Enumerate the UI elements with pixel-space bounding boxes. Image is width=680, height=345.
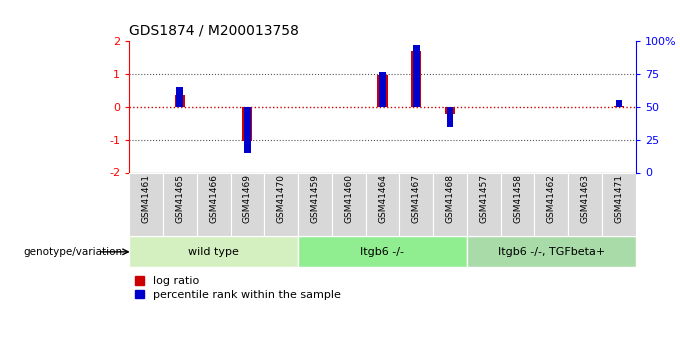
Text: GSM41459: GSM41459: [311, 175, 320, 224]
Bar: [175, 96, 185, 107]
Bar: [568, 172, 602, 236]
Text: genotype/variation: genotype/variation: [23, 247, 122, 257]
Text: GSM41471: GSM41471: [615, 175, 624, 224]
Bar: [129, 236, 298, 267]
Bar: [399, 172, 433, 236]
Bar: [447, 107, 454, 127]
Text: GSM41467: GSM41467: [412, 175, 421, 224]
Bar: [445, 107, 455, 114]
Bar: [411, 51, 422, 107]
Bar: [614, 106, 624, 107]
Bar: [379, 71, 386, 107]
Text: Itgb6 -/-, TGFbeta+: Itgb6 -/-, TGFbeta+: [498, 247, 605, 257]
Text: GSM41462: GSM41462: [547, 175, 556, 223]
Text: GSM41458: GSM41458: [513, 175, 522, 224]
Bar: [366, 172, 399, 236]
Text: Itgb6 -/-: Itgb6 -/-: [360, 247, 405, 257]
Text: GSM41463: GSM41463: [581, 175, 590, 224]
Bar: [265, 172, 298, 236]
Bar: [298, 172, 332, 236]
Bar: [467, 172, 500, 236]
Text: GSM41470: GSM41470: [277, 175, 286, 224]
Bar: [500, 172, 534, 236]
Bar: [129, 172, 163, 236]
Bar: [244, 107, 251, 153]
Bar: [467, 236, 636, 267]
Bar: [231, 172, 265, 236]
Bar: [433, 172, 467, 236]
Text: GSM41461: GSM41461: [141, 175, 150, 224]
Bar: [177, 87, 183, 107]
Bar: [615, 100, 622, 107]
Bar: [163, 172, 197, 236]
Bar: [242, 107, 252, 141]
Bar: [197, 172, 231, 236]
Text: GSM41460: GSM41460: [344, 175, 353, 224]
Text: GDS1874 / M200013758: GDS1874 / M200013758: [129, 23, 299, 38]
Text: GSM41457: GSM41457: [479, 175, 488, 224]
Text: wild type: wild type: [188, 247, 239, 257]
Legend: log ratio, percentile rank within the sample: log ratio, percentile rank within the sa…: [135, 276, 341, 300]
Text: GSM41466: GSM41466: [209, 175, 218, 224]
Bar: [377, 75, 388, 107]
Bar: [602, 172, 636, 236]
Bar: [332, 172, 366, 236]
Bar: [298, 236, 467, 267]
Text: GSM41465: GSM41465: [175, 175, 184, 224]
Text: GSM41469: GSM41469: [243, 175, 252, 224]
Text: GSM41468: GSM41468: [445, 175, 454, 224]
Text: GSM41464: GSM41464: [378, 175, 387, 223]
Bar: [413, 45, 420, 107]
Bar: [534, 172, 568, 236]
